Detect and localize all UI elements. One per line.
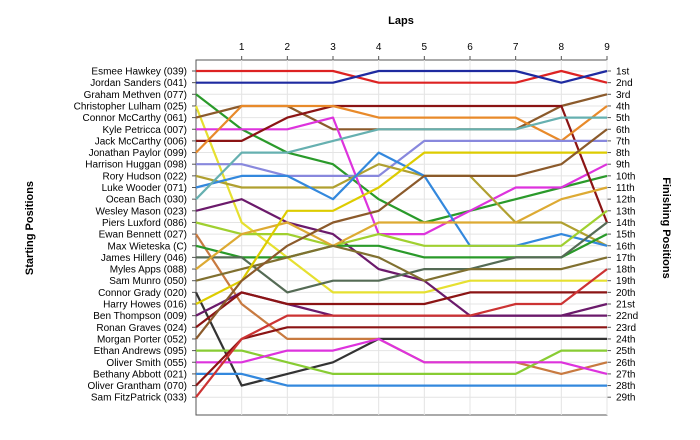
y2-axis-label: Finishing Positions	[660, 177, 672, 278]
starting-position-label: Morgan Porter (052)	[97, 334, 187, 345]
starting-position-label: Ocean Bach (030)	[106, 195, 187, 206]
finishing-position-label: 1st	[616, 67, 630, 78]
finishing-position-label: 4th	[616, 101, 630, 112]
x-tick-label: 7	[513, 42, 519, 53]
finishing-position-label: 17th	[616, 253, 635, 264]
finishing-position-label: 22nd	[616, 311, 638, 322]
finishing-position-label: 21st	[616, 300, 635, 311]
finishing-position-label: 12th	[616, 195, 635, 206]
starting-position-label: Connor Grady (020)	[98, 288, 187, 299]
finishing-position-label: 16th	[616, 241, 635, 252]
grid-layer	[192, 56, 611, 416]
starting-position-label: Esmee Hawkey (039)	[91, 67, 187, 78]
starting-position-label: Max Wieteska (C)	[108, 241, 187, 252]
finishing-position-label: 27th	[616, 369, 635, 380]
finishing-position-label: 20th	[616, 288, 635, 299]
finishing-position-label: 2nd	[616, 78, 633, 89]
starting-position-label: Oliver Grantham (070)	[88, 381, 187, 392]
series-line	[195, 93, 608, 224]
x-tick-label: 8	[559, 42, 565, 53]
series-line	[195, 268, 608, 398]
finishing-position-label: 23rd	[616, 323, 636, 334]
series-line	[195, 151, 608, 247]
starting-position-label: Sam FitzPatrick (033)	[91, 393, 187, 404]
starting-position-label: Ronan Graves (024)	[96, 323, 187, 334]
series-line	[195, 291, 607, 329]
starting-position-label: James Hillery (046)	[101, 253, 187, 264]
x-tick-label: 9	[604, 42, 610, 53]
finishing-position-label: 29th	[616, 393, 635, 404]
series-line	[194, 105, 607, 294]
x-tick-label: 2	[285, 42, 291, 53]
starting-position-label: Jordan Sanders (041)	[90, 78, 187, 89]
finishing-position-label: 5th	[616, 113, 630, 124]
series-line	[195, 186, 608, 270]
series-line	[195, 128, 608, 340]
starting-position-label: Luke Wooder (071)	[102, 183, 187, 194]
series-line	[195, 104, 608, 154]
finishing-position-label: 8th	[616, 148, 630, 159]
finishing-position-label: 13th	[616, 206, 635, 217]
x-tick-label: 1	[239, 42, 245, 53]
starting-position-label: Sam Munro (050)	[109, 276, 187, 287]
finishing-position-label: 11th	[616, 183, 635, 194]
series-line	[195, 151, 607, 305]
finishing-position-label: 18th	[616, 265, 635, 276]
series-line	[196, 104, 609, 223]
finishing-position-label: 3rd	[616, 90, 630, 101]
finishing-position-label: 7th	[616, 136, 630, 147]
starting-position-label: Ethan Andrews (095)	[94, 346, 187, 357]
series-line	[195, 326, 607, 387]
starting-position-label: Graham Methven (077)	[84, 90, 187, 101]
starting-position-label: Ewan Bennett (027)	[99, 230, 187, 241]
finishing-position-label: 15th	[616, 230, 635, 241]
series-layer	[194, 69, 609, 398]
starting-position-label: Harrison Huggan (098)	[85, 160, 187, 171]
series-line	[196, 69, 608, 84]
label-layer: 1 2 3 4 5 6 7 8 9 Esmee Hawkey (039)Jordan Sander…	[74, 42, 639, 404]
x-tick-label: 5	[422, 42, 428, 53]
starting-position-label: Jack McCarthy (006)	[95, 136, 187, 147]
x-tick-label: 6	[467, 42, 473, 53]
starting-position-label: Rory Hudson (022)	[103, 171, 187, 182]
starting-position-label: Myles Apps (088)	[110, 265, 187, 276]
finishing-position-label: 19th	[616, 276, 635, 287]
finishing-position-label: 25th	[616, 346, 635, 357]
starting-position-label: Bethany Abbott (021)	[93, 369, 187, 380]
y-axis-label: Starting Positions	[24, 181, 36, 275]
starting-position-label: Oliver Smith (055)	[106, 358, 187, 369]
x-tick-label: 4	[376, 42, 382, 53]
series-line	[196, 337, 608, 375]
starting-position-label: Connor McCarthy (061)	[83, 113, 187, 124]
chart-title: Laps	[388, 15, 414, 27]
series-line	[195, 116, 607, 200]
starting-position-label: Piers Luxford (086)	[102, 218, 187, 229]
starting-position-label: Harry Howes (016)	[103, 300, 187, 311]
starting-position-label: Kyle Petricca (007)	[103, 125, 187, 136]
finishing-position-label: 24th	[616, 334, 635, 345]
finishing-position-label: 14th	[616, 218, 635, 229]
starting-position-label: Jonathan Paylor (099)	[89, 148, 187, 159]
finishing-position-label: 10th	[616, 171, 635, 182]
finishing-position-label: 6th	[616, 125, 630, 136]
starting-position-label: Wesley Mason (023)	[95, 206, 187, 217]
starting-position-label: Ben Thompson (009)	[93, 311, 187, 322]
finishing-position-label: 26th	[616, 358, 635, 369]
series-line	[196, 139, 607, 177]
series-line	[196, 372, 607, 387]
finishing-position-label: 9th	[616, 160, 630, 171]
finishing-position-label: 28th	[616, 381, 635, 392]
x-tick-label: 3	[330, 42, 336, 53]
series-line	[196, 221, 608, 294]
series-line	[195, 209, 608, 247]
starting-position-label: Christopher Lulham (025)	[74, 101, 187, 112]
